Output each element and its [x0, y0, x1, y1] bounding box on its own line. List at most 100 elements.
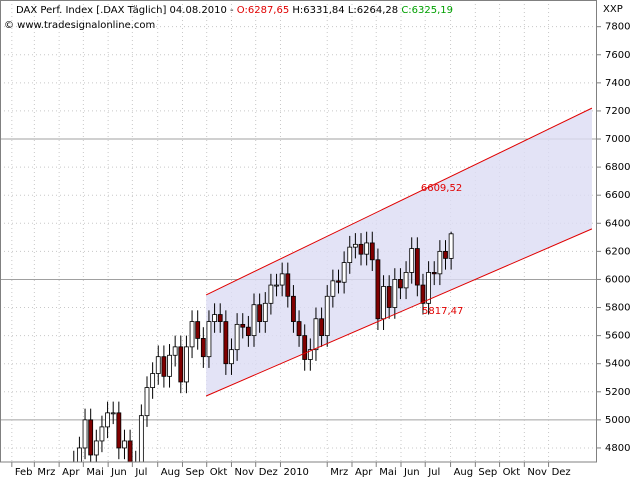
candle-body [431, 272, 437, 275]
candle-body [82, 419, 88, 449]
candle-body [324, 295, 330, 337]
candle-body [336, 280, 341, 283]
candle-body [240, 323, 246, 328]
x-tick-label: Apr [355, 467, 373, 478]
candle-body [195, 321, 201, 339]
candle-body [285, 273, 291, 297]
candle-body [184, 346, 189, 383]
x-tick-label: Sep [478, 467, 497, 478]
candle-body [437, 250, 443, 275]
candle-body [245, 326, 251, 337]
candle-body [206, 321, 212, 358]
x-tick-label: Mai [86, 467, 104, 478]
x-tick-label: Dez [259, 467, 278, 478]
y-tick-label: 6200 [605, 246, 630, 257]
channel-label: 6609,52 [421, 183, 462, 194]
candle-body [392, 279, 398, 308]
candle-body [307, 349, 313, 360]
candle-body [155, 356, 161, 374]
x-tick-label: Mrz [37, 467, 55, 478]
header: DAX Perf. Index [.DAX Täglich] 04.08.201… [16, 5, 453, 16]
candle-body [313, 318, 319, 351]
y-tick-label: 7200 [605, 106, 630, 117]
candle-body [116, 412, 122, 449]
candle-body [167, 354, 172, 377]
candle-body [178, 346, 184, 383]
y-tick-label: 5000 [605, 415, 630, 426]
x-tick-label: Mrz [330, 467, 348, 478]
x-tick-label: Okt [503, 467, 521, 478]
candle-body [398, 279, 403, 289]
candle-body [138, 415, 144, 462]
candle-body [77, 447, 82, 462]
y-tick-label: 5200 [605, 387, 630, 398]
candle-body [229, 349, 234, 365]
candle-body [347, 246, 353, 263]
y-unit: XXP [603, 4, 623, 15]
candle-body [274, 284, 279, 287]
plot-border [0, 0, 597, 463]
copyright: © www.tradesignalonline.com [4, 20, 155, 31]
candle-body [268, 284, 274, 304]
x-tick-label: Jul [134, 467, 147, 478]
x-tick-label: Jul [427, 467, 440, 478]
candle-body [352, 243, 358, 248]
candle-body [189, 321, 195, 348]
candle-body [217, 314, 223, 322]
candle-body [262, 302, 268, 322]
y-tick-label: 7600 [605, 50, 630, 61]
y-tick-label: 6600 [605, 190, 630, 201]
candle-body [358, 243, 364, 255]
candle-body [420, 284, 426, 304]
y-tick-label: 7400 [605, 78, 630, 89]
low: L:6264,28 [348, 5, 398, 16]
x-tick-label: Dez [552, 467, 571, 478]
candle-body [364, 242, 370, 255]
x-tick-label: Jun [110, 467, 127, 478]
x-tick-label: 2010 [283, 467, 308, 478]
x-tick-label: Sep [185, 467, 204, 478]
candle-body [448, 233, 454, 259]
candle-body [319, 318, 324, 337]
candle-body [409, 248, 415, 273]
candle-body [414, 248, 420, 286]
candle-body [403, 272, 409, 289]
candle-body [386, 286, 392, 308]
candle-body [172, 346, 178, 356]
symbol: DAX Perf. Index [.DAX Täglich] 04.08.201… [16, 5, 234, 16]
candle-body [88, 419, 94, 456]
candle-body [257, 304, 263, 322]
candle-body [200, 338, 206, 358]
candle-body [150, 373, 156, 388]
y-tick-label: 6400 [605, 218, 630, 229]
x-tick-label: Okt [210, 467, 228, 478]
x-tick-label: Nov [234, 467, 254, 478]
candle-body [234, 323, 240, 351]
x-tick-label: Aug [161, 467, 181, 478]
candle-body [105, 412, 110, 428]
x-tick-label: Apr [62, 467, 80, 478]
candle-body [93, 440, 99, 456]
candle-body [341, 262, 347, 283]
candle-body [122, 440, 127, 449]
x-tick-label: Aug [454, 467, 474, 478]
x-tick-label: Nov [527, 467, 547, 478]
y-tick-label: 5800 [605, 303, 630, 314]
candle-body [223, 321, 229, 365]
candle-body [161, 356, 167, 377]
candle-body [251, 304, 257, 337]
channel-label: 5817,47 [422, 306, 463, 317]
channel-fill [206, 108, 592, 397]
candle-body [296, 321, 302, 337]
plot-area [0, 0, 597, 462]
candle-body [426, 272, 432, 304]
y-tick-label: 5600 [605, 331, 630, 342]
y-tick-label: 4800 [605, 443, 630, 454]
candle-body [144, 387, 150, 417]
y-tick-label: 7000 [605, 134, 630, 145]
candle-body [291, 295, 296, 322]
candle-body [369, 242, 375, 261]
candle-body [330, 280, 336, 297]
y-tick-label: 6800 [605, 162, 630, 173]
